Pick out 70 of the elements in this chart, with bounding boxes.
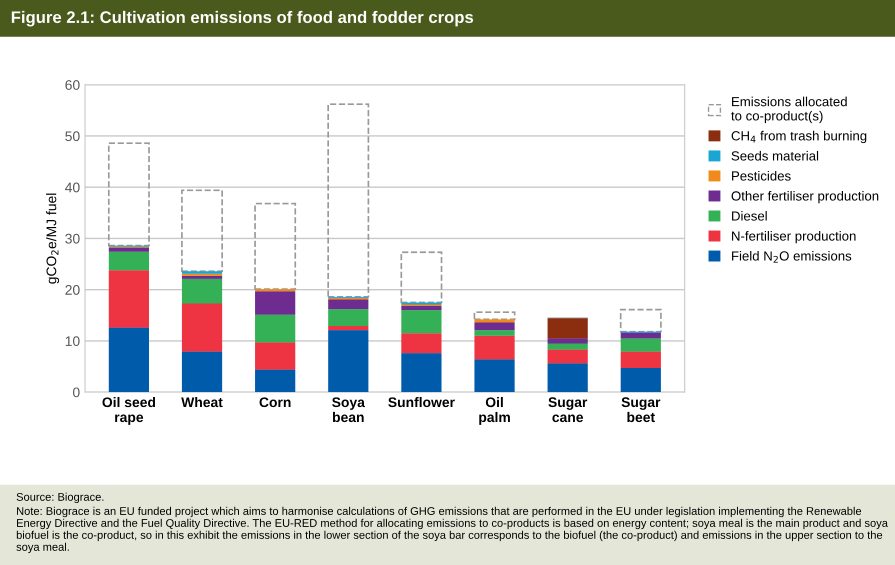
x-tick-label: Sunflower bbox=[388, 396, 455, 408]
chart-title: Figure 2.1: Cultivation emissions of food and fodder crops bbox=[12, 10, 474, 26]
bar bbox=[401, 333, 442, 354]
source-note: Source: Biograce. bbox=[16, 492, 104, 504]
y-tick-label: 30 bbox=[65, 234, 80, 244]
bar bbox=[620, 368, 661, 392]
x-tick-label: Oil palm bbox=[479, 396, 510, 425]
y-tick-label: 0 bbox=[72, 387, 80, 398]
bar bbox=[327, 103, 370, 298]
bar bbox=[255, 370, 296, 392]
legend-label: Diesel bbox=[732, 210, 767, 221]
bar bbox=[182, 271, 222, 274]
x-tick-label: Sugar cane bbox=[548, 397, 588, 422]
bar bbox=[474, 322, 515, 330]
y-tick-label: 40 bbox=[65, 182, 80, 192]
legend-label: Seeds material bbox=[732, 150, 818, 161]
bar bbox=[548, 318, 588, 338]
bar bbox=[255, 291, 296, 315]
x-tick-label: Wheat bbox=[181, 396, 223, 408]
bar bbox=[108, 270, 150, 328]
bar bbox=[328, 330, 368, 392]
bar bbox=[548, 350, 588, 364]
bar bbox=[255, 314, 296, 342]
x-tick-label: Soya bean bbox=[332, 397, 365, 422]
bar bbox=[254, 202, 296, 290]
bar bbox=[548, 363, 588, 392]
bar bbox=[400, 251, 442, 304]
bar bbox=[182, 278, 222, 304]
legend-label: Pesticides bbox=[732, 170, 791, 181]
bar bbox=[182, 276, 222, 279]
x-tick-label: Sugar beet bbox=[622, 397, 660, 422]
bar bbox=[108, 328, 150, 392]
y-axis-title: gCO$_{2}$e/MJ fuel bbox=[46, 194, 60, 284]
y-tick-label: 50 bbox=[65, 131, 80, 142]
legend-label: CH$_{4}$ from trash burning bbox=[732, 130, 866, 144]
bar bbox=[474, 359, 515, 392]
bar bbox=[328, 299, 368, 310]
legend-label: Field N$_{2}$O emissions bbox=[732, 250, 852, 263]
y-tick-label: 10 bbox=[66, 336, 80, 346]
x-tick-label: Corn bbox=[260, 397, 290, 408]
text: Note: Biograce is an EU funded project which aims to harmonise calculations of GHG emissions that are performed in the EU under legislation implementing the Renewable Energy Directive and the Fuel Quality Directive. The EU-RED method for allocating emissions to co-products is based on energy content; soya meal is the main product and soya biofuel is the co-product, so in this exhibit the emissions in the lower section of the soya bar corresponds to the biofuel (the co-product) and emissions in the upper section to the soya meal. bbox=[16, 506, 888, 554]
bar bbox=[108, 248, 150, 252]
legend-label: N-fertiliser production bbox=[732, 231, 856, 244]
bar bbox=[474, 319, 515, 322]
bar bbox=[255, 342, 296, 370]
legend-label: Other fertiliser production bbox=[732, 190, 878, 204]
bar bbox=[401, 310, 442, 334]
bar bbox=[401, 302, 442, 305]
bar bbox=[182, 303, 222, 352]
bar bbox=[474, 330, 515, 336]
y-tick-label: 60 bbox=[65, 80, 80, 90]
bar bbox=[328, 309, 368, 326]
bar bbox=[548, 338, 588, 344]
bar bbox=[474, 311, 516, 320]
y-tick-label: 20 bbox=[65, 284, 80, 295]
bar bbox=[401, 353, 442, 392]
bar bbox=[108, 252, 150, 270]
bar bbox=[328, 326, 368, 330]
bar bbox=[474, 336, 515, 360]
bar bbox=[181, 189, 223, 272]
bar bbox=[620, 332, 661, 338]
bar bbox=[620, 352, 661, 368]
bar bbox=[108, 142, 150, 246]
bar bbox=[620, 338, 661, 352]
bar bbox=[182, 352, 222, 392]
bar bbox=[620, 308, 662, 332]
bar bbox=[401, 306, 442, 310]
x-tick-label: Oil seed rape bbox=[102, 396, 156, 425]
bar bbox=[548, 343, 588, 350]
legend-label: Emissions allocated to co-product(s) bbox=[731, 96, 847, 124]
